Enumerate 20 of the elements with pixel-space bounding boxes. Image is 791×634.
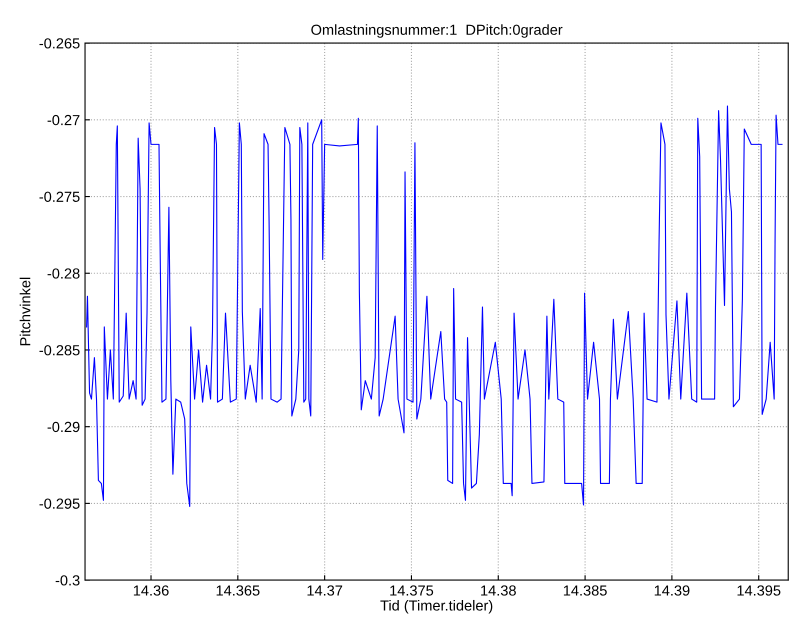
chart-title: Omlastningsnummer:1 DPitch:0grader — [311, 24, 562, 38]
x-tick-label: 14.395 — [738, 585, 780, 596]
y-tick-label: -0.285 — [39, 345, 80, 356]
x-tick-label: 14.37 — [308, 585, 342, 596]
y-tick-label: -0.27 — [48, 114, 80, 126]
x-tick-label: 14.39 — [654, 585, 690, 596]
y-axis-title: Pitchvinkel — [20, 278, 30, 346]
y-tick-label: -0.275 — [39, 192, 80, 202]
y-tick-label: -0.3 — [56, 575, 80, 586]
x-tick-label: 14.375 — [390, 585, 434, 596]
line-series — [86, 105, 783, 508]
y-tick-label: -0.295 — [39, 498, 80, 509]
x-axis-title: Tid (Timer.tideler) — [380, 600, 492, 614]
y-tick-label: -0.265 — [39, 38, 80, 49]
x-tick-label: 14.36 — [134, 585, 169, 596]
y-tick-label: -0.29 — [48, 422, 80, 432]
y-tick-label: -0.28 — [48, 268, 80, 279]
x-tick-label: 14.365 — [216, 585, 260, 596]
x-tick-label: 14.38 — [481, 585, 516, 596]
x-tick-label: 14.385 — [564, 585, 607, 596]
